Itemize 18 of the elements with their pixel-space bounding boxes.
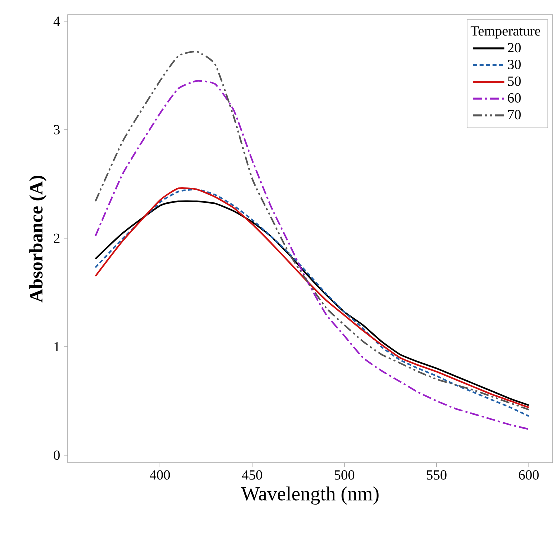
x-tick-label: 400 <box>150 470 170 480</box>
y-tick-label: 1 <box>54 342 60 352</box>
x-axis-title: Wavelength (nm) <box>241 486 379 505</box>
y-axis-title: Absorbance (A) <box>30 176 47 303</box>
y-tick-label: 4 <box>54 16 60 26</box>
y-tick-label: 0 <box>54 450 60 460</box>
x-tick-label: 550 <box>427 470 447 480</box>
x-tick-label: 450 <box>242 470 262 480</box>
y-tick-label: 3 <box>54 125 60 135</box>
x-tick-label: 600 <box>519 470 539 480</box>
legend-label: 70 <box>508 110 521 120</box>
legend-label: 20 <box>508 43 521 53</box>
y-tick-label: 2 <box>54 234 60 244</box>
legend-label: 60 <box>508 93 521 103</box>
x-tick-label: 500 <box>334 470 355 480</box>
legend-label: 50 <box>508 76 521 86</box>
legend-title: Temperature <box>470 26 541 39</box>
legend-label: 30 <box>508 60 521 70</box>
